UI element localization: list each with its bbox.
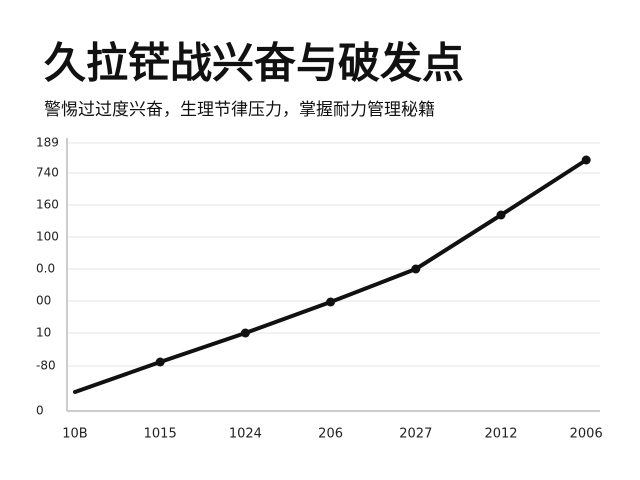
- y-tick-label: 100: [36, 230, 59, 244]
- x-tick-label: 206: [318, 427, 343, 442]
- x-tick-label: 2027: [399, 427, 432, 442]
- y-tick-label: 740: [36, 166, 59, 180]
- y-tick-label: 10: [36, 326, 51, 340]
- point: [581, 155, 591, 165]
- point: [411, 264, 421, 274]
- chart-subtitle: 警惕过过度兴奋，生理节律压力，掌握耐力管理秘籍: [44, 100, 435, 120]
- y-tick-label: 160: [36, 198, 59, 212]
- x-tick-label: 2006: [570, 427, 603, 442]
- x-tick-label: 2012: [484, 427, 517, 442]
- y-tick-label: 00: [36, 294, 51, 308]
- x-tick-label: 1024: [229, 427, 262, 442]
- point: [155, 357, 165, 367]
- x-tick-label: 10B: [62, 427, 87, 442]
- point: [496, 210, 506, 220]
- y-tick-label: 189: [36, 136, 59, 150]
- point: [326, 297, 336, 307]
- y-tick-label: 0: [36, 404, 44, 418]
- y-tick-label: 0.0: [36, 262, 55, 276]
- chart-title: 久拉铓战兴奋与破发点: [44, 39, 464, 88]
- y-tick-label: -80: [36, 359, 56, 373]
- x-tick-label: 1015: [144, 427, 177, 442]
- point: [240, 328, 250, 338]
